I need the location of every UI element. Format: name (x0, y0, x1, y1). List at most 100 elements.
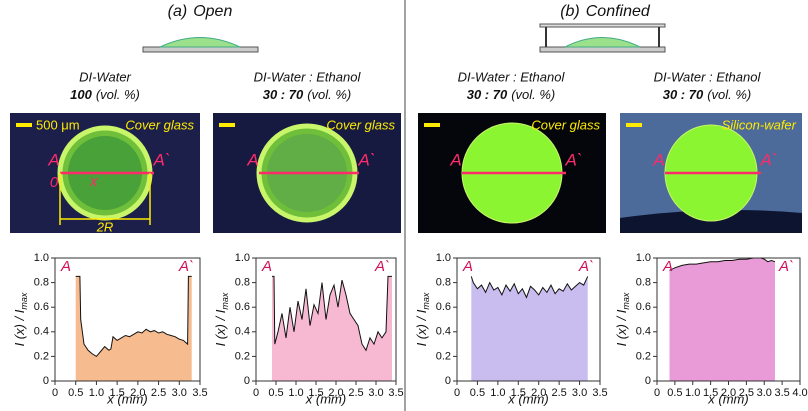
annotation-a: A (662, 258, 673, 275)
x-axis-label: x (mm) (507, 391, 548, 406)
x-tick-label: 4.0 (792, 387, 807, 399)
point-a-prime: A` (153, 150, 171, 169)
y-tick-label: 0.4 (436, 326, 451, 338)
plot-frame (255, 257, 397, 382)
section-name: Open (193, 3, 232, 20)
x-tick-label: 1.0 (288, 387, 303, 399)
section-title: (b) Confined (560, 3, 651, 20)
y-tick-label: 0.8 (34, 277, 49, 289)
x-tick-label: 2.5 (348, 387, 363, 399)
section-label: (b) (560, 3, 580, 20)
substrate (142, 46, 259, 53)
ratio: 30 : 70 (263, 87, 304, 102)
x-tick-label: 2.0 (130, 387, 145, 399)
x-tick-label: 2.5 (551, 387, 566, 399)
y-tick-label: 0.4 (636, 326, 651, 338)
x-tick-label: 1.0 (685, 387, 700, 399)
x-tick-label: 0.5 (68, 387, 83, 399)
point-a-prime: A` (358, 150, 376, 169)
y-label-sub: max (421, 292, 431, 310)
point-a-prime: A` (760, 150, 778, 169)
substrate-label: Cover glass (531, 117, 600, 132)
x-tick-label: 0.5 (268, 387, 283, 399)
schematic-open (142, 37, 259, 53)
annotation-a-prime: A` (578, 258, 594, 275)
y-tick-label: 0.4 (235, 326, 250, 338)
y-tick-label: 0 (445, 375, 451, 387)
origin-label: 0 (50, 174, 59, 191)
x-tick-label: 3.0 (757, 387, 772, 399)
annotation-a: A (462, 258, 473, 275)
section-title: (a) Open (168, 3, 233, 20)
y-tick-label: 0.2 (34, 350, 49, 362)
ratio-line: 30 : 70 (vol. %) (663, 87, 752, 102)
diameter-label: 2R (96, 219, 114, 234)
x-tick-label: 1.5 (511, 387, 526, 399)
area (75, 276, 192, 381)
y-label-sub: max (220, 292, 230, 310)
x-tick-label: 3.0 (572, 387, 587, 399)
y-tick-label: 0.8 (636, 277, 651, 289)
y-tick-label: 0.8 (235, 277, 250, 289)
x-tick-label: 3.5 (388, 387, 403, 399)
ratio: 30 : 70 (467, 87, 508, 102)
x-tick-label: 2.0 (328, 387, 343, 399)
point-a: A (449, 150, 461, 169)
liquid-label: DI-Water : Ethanol (654, 69, 762, 84)
area (669, 258, 775, 381)
annotation-a-prime: A` (178, 258, 194, 275)
y-tick-label: 0.6 (436, 301, 451, 313)
unit: (vol. %) (307, 87, 351, 102)
x-tick-label: 3.5 (192, 387, 207, 399)
x-tick-label: 1.5 (308, 387, 323, 399)
y-tick-label: 0 (645, 375, 651, 387)
droplet (159, 37, 241, 48)
schematic-confined (539, 23, 666, 53)
x-tick-label: 0.5 (667, 387, 682, 399)
substrate-label: Silicon-wafer (722, 117, 797, 132)
y-tick-label: 0.8 (436, 277, 451, 289)
ratio-line: 30 : 70 (vol. %) (467, 87, 556, 102)
ratio-line: 30 : 70 (vol. %) (263, 87, 352, 102)
area (272, 276, 392, 381)
y-axis-label: I (x) / Imax (614, 292, 631, 346)
point-a: A (246, 150, 258, 169)
area (471, 276, 588, 381)
y-tick-label: 0.6 (34, 301, 49, 313)
substrate-label: Cover glass (326, 117, 395, 132)
x-tick-label: 0 (52, 387, 58, 399)
unit: (vol. %) (511, 87, 555, 102)
x-tick-label: 3.0 (172, 387, 187, 399)
x-tick-label: 0 (654, 387, 660, 399)
y-label-main: I (x) / I (614, 309, 629, 346)
profile-line (669, 257, 776, 271)
y-tick-label: 1.0 (34, 252, 49, 264)
x-axis-label: x (mm) (305, 391, 346, 406)
plot-frame (456, 257, 601, 382)
ratio: 100 (70, 87, 92, 102)
y-label-main: I (x) / I (12, 309, 27, 346)
liquid-label: DI-Water : Ethanol (458, 69, 566, 84)
y-axis-label: I (x) / Imax (414, 292, 431, 346)
x-tick-label: 0 (253, 387, 259, 399)
section-name: Confined (586, 3, 651, 20)
unit: (vol. %) (707, 87, 751, 102)
y-label-sub: max (621, 292, 631, 310)
y-tick-label: 0.2 (636, 350, 651, 362)
y-tick-label: 0 (43, 375, 49, 387)
x-tick-label: 1.5 (703, 387, 718, 399)
x-tick-label: 3.0 (368, 387, 383, 399)
x-tick-label: 2.0 (721, 387, 736, 399)
x-tick-label: 3.5 (774, 387, 789, 399)
y-label-sub: max (19, 292, 29, 310)
liquid-label: DI-Water (79, 69, 131, 84)
droplet (564, 37, 641, 48)
y-tick-label: 0.4 (34, 326, 49, 338)
y-tick-label: 0.6 (636, 301, 651, 313)
x-tick-label: 3.5 (592, 387, 607, 399)
annotation-a-prime: A` (374, 258, 390, 275)
x-tick-label: 0 (454, 387, 460, 399)
y-label-main: I (x) / I (414, 309, 429, 346)
y-tick-label: 0.2 (235, 350, 250, 362)
